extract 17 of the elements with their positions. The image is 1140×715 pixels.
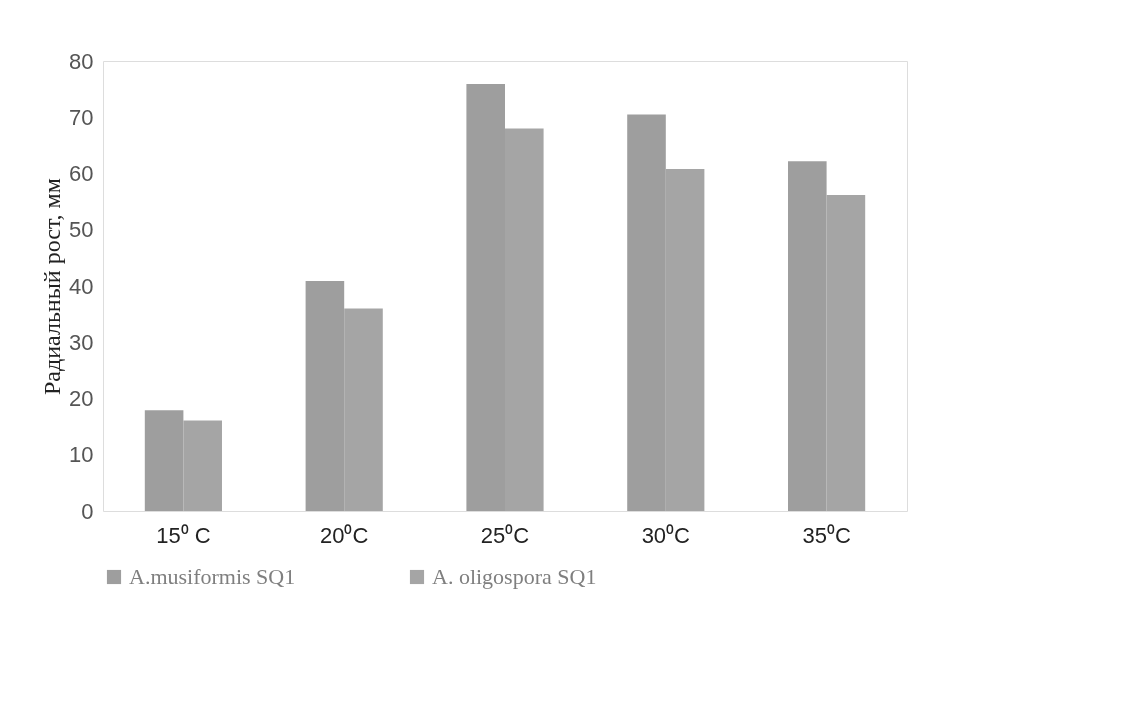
y-tick-label: 60 <box>69 161 94 186</box>
legend-label: A. oligospora SQ1 <box>432 564 597 589</box>
y-tick-label: 10 <box>69 442 94 468</box>
x-tick-label: 25⁰C <box>480 522 530 548</box>
x-tick-label: 30⁰C <box>641 522 691 548</box>
y-tick-label: 30 <box>69 329 94 355</box>
y-tick-label: 80 <box>69 48 94 74</box>
x-tick-label: 35⁰C <box>802 522 851 548</box>
y-tick-label: 0 <box>81 498 94 524</box>
x-tick-label: 15⁰ C <box>156 522 211 548</box>
legend-label: A.musiformis SQ1 <box>129 564 296 589</box>
y-axis-title: Радиальный рост, мм <box>39 178 66 395</box>
x-tick-label: 20⁰C <box>320 522 369 548</box>
y-tick-label: 70 <box>69 104 94 130</box>
y-tick-label: 50 <box>69 217 94 243</box>
y-tick-label: 20 <box>69 386 94 411</box>
y-tick-label: 40 <box>69 273 94 299</box>
